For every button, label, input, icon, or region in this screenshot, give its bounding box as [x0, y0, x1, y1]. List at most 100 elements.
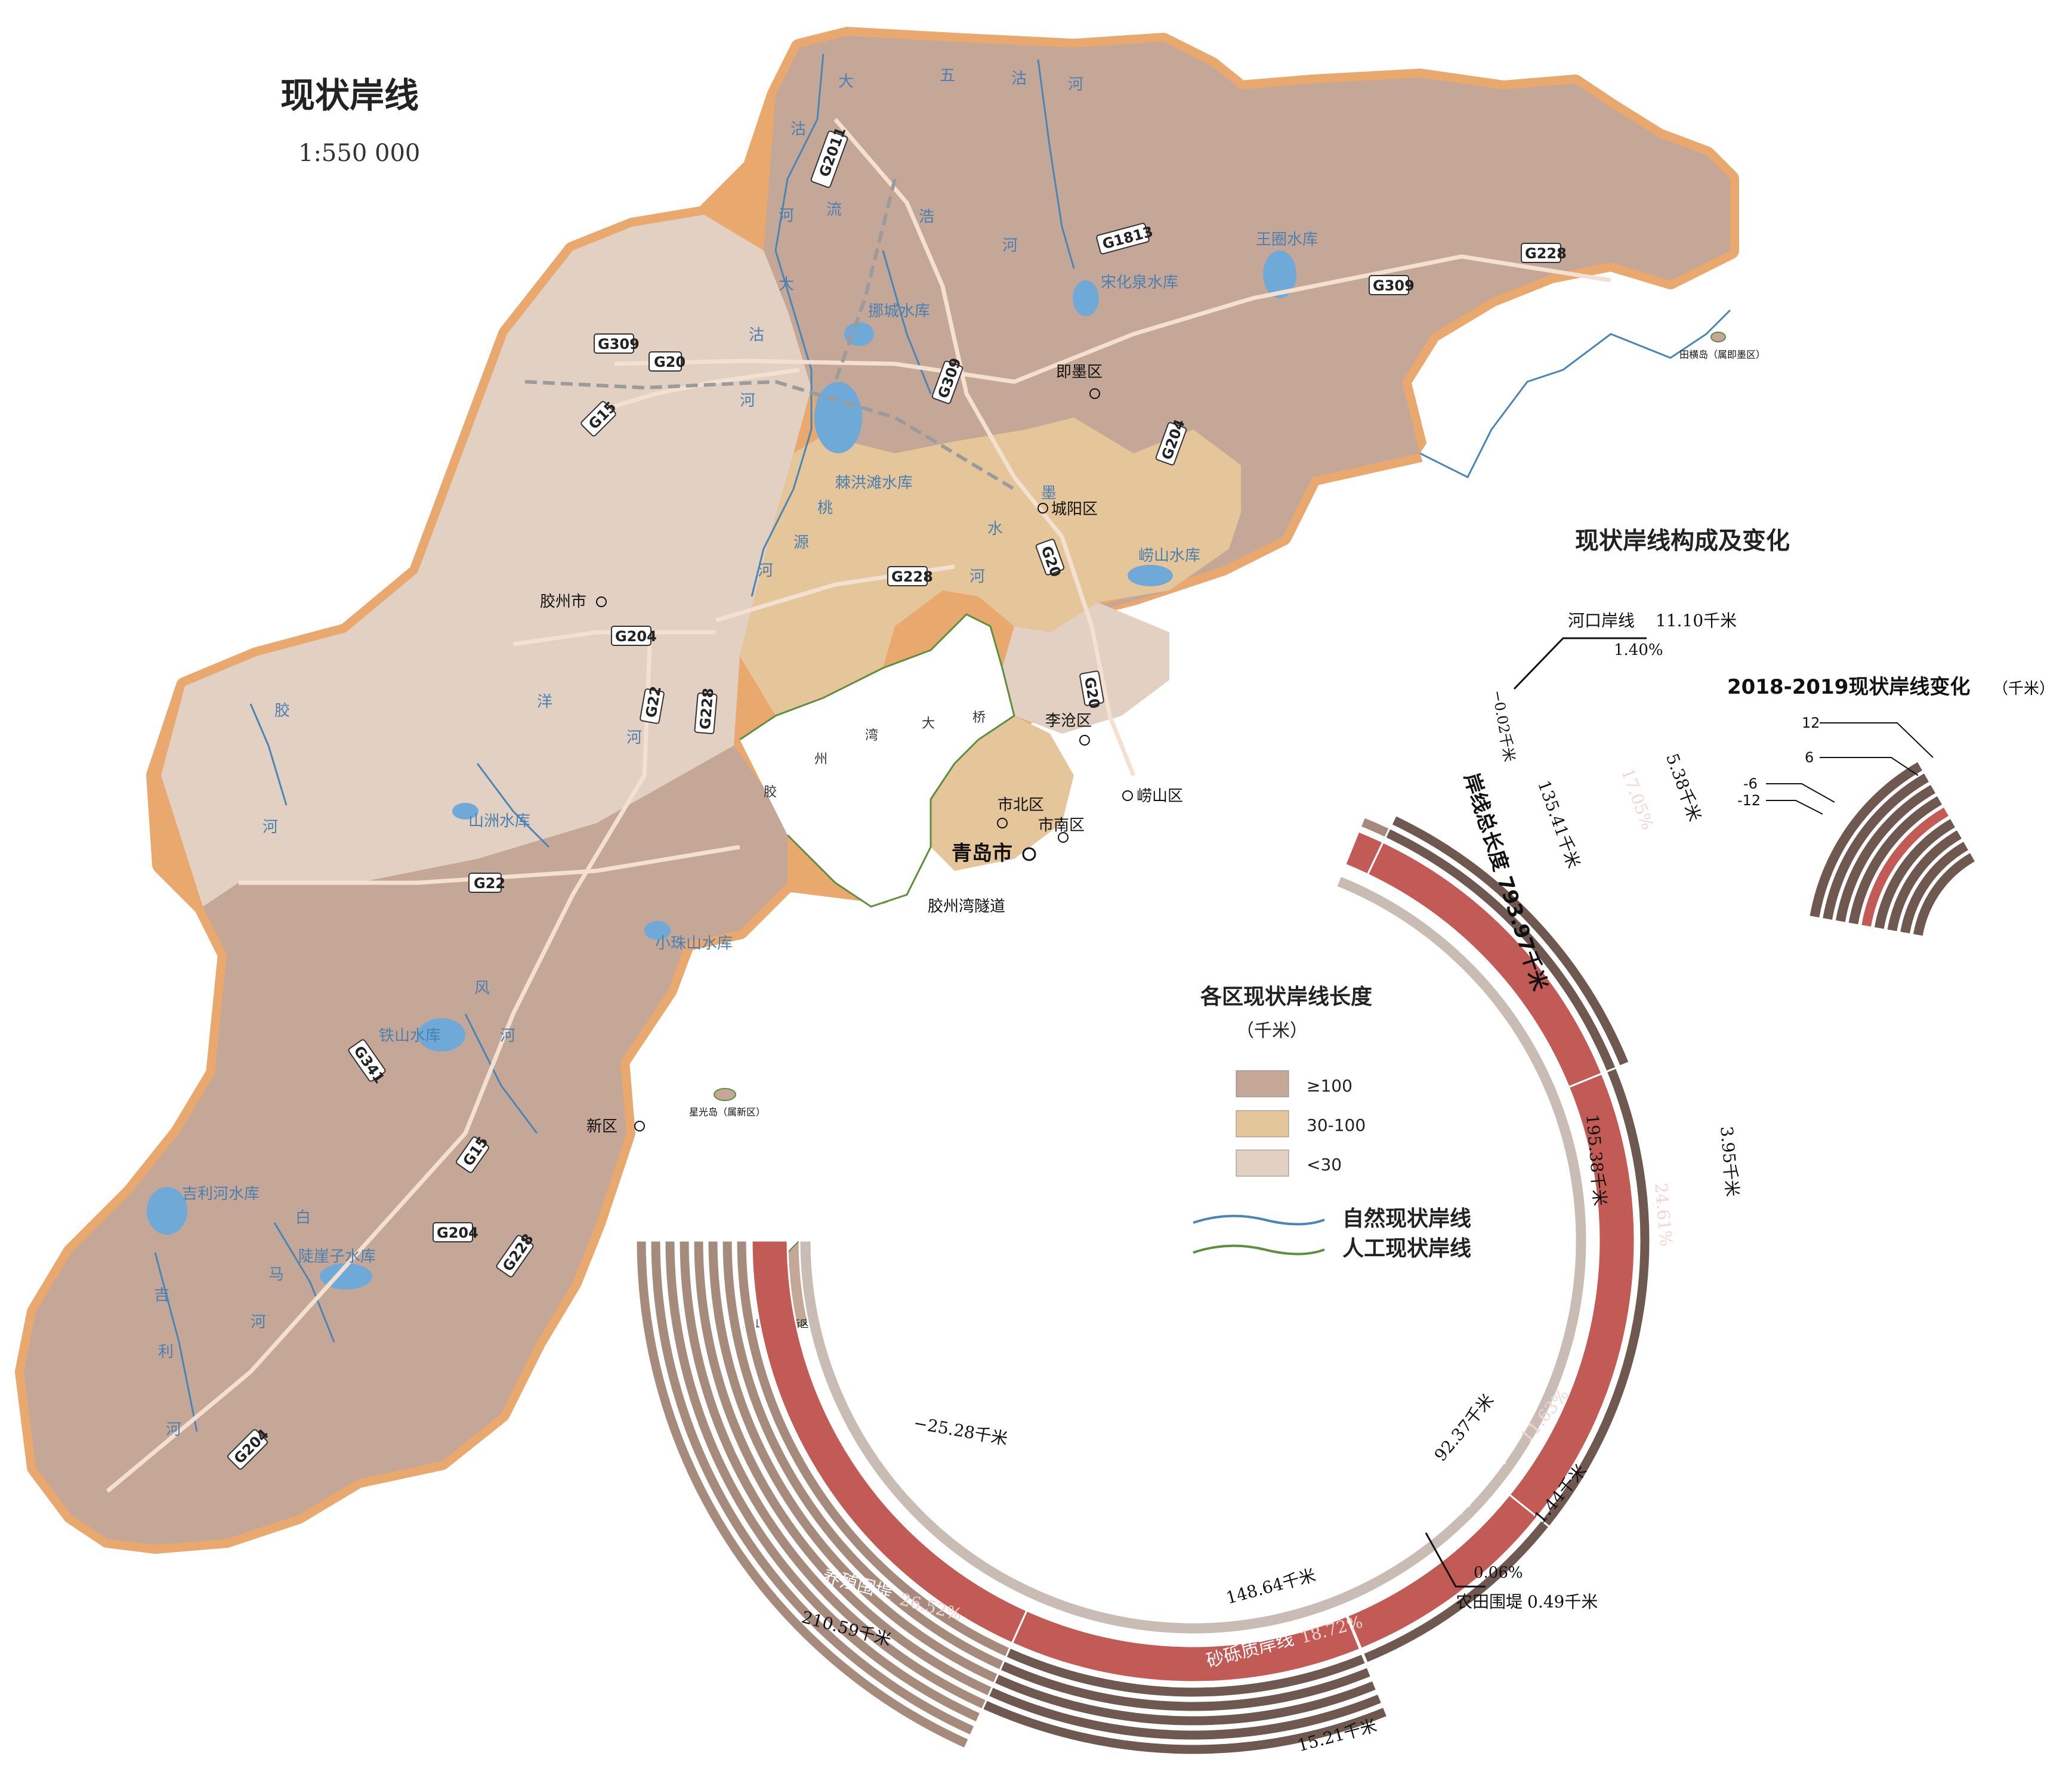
change-ring-yangzhi — [635, 1239, 971, 1750]
change-legend-ring — [1823, 773, 1929, 920]
change-legend-ring — [1913, 853, 1975, 936]
legend: 各区现状岸线长度 （千米） ≥100 30-100 <30 自然现状岸线 人工现… — [1193, 985, 1471, 1261]
reservoir-shapes — [147, 251, 1296, 1290]
label-jiyan-name: 基岩岸线 — [1561, 742, 1602, 812]
svg-text:G22: G22 — [474, 875, 505, 892]
place-tianheng: 田横岛（属即墨区） — [1679, 349, 1765, 360]
river-char: 马 — [268, 1266, 284, 1284]
river-char: 利 — [158, 1343, 174, 1361]
road-shield-g22-north: G22 — [640, 685, 665, 724]
river-labels: 大 沽 河 五 沽 河 流 浩 河 大 沽 河 桃 源 河 墨 水 河 胶 河 … — [154, 67, 1083, 1439]
legend-label-low: <30 — [1307, 1155, 1342, 1174]
reservoir-label: 小珠山水库 — [655, 935, 733, 953]
tick-minus12: -12 — [1737, 792, 1761, 809]
river-char: 河 — [166, 1421, 181, 1439]
label-jiyan-change: 5.38千米 — [1662, 751, 1704, 824]
change-ring-yangzhi — [663, 1239, 982, 1724]
total-ring — [798, 874, 1588, 1635]
place-xingguang: 星光岛（属新区） — [689, 1106, 765, 1118]
river-char: 沽 — [1011, 70, 1027, 88]
place-labels: 即墨区 城阳区 胶州市 李沧区 崂山区 市北区 市南区 青岛市 胶州湾隧道 新区… — [540, 349, 1765, 1330]
river-char: 河 — [500, 1027, 515, 1045]
change-legend-ring — [1887, 830, 1962, 932]
place-shinan: 市南区 — [1038, 817, 1085, 834]
east-sea — [1420, 382, 1492, 489]
road-shield-g228-west: G228 — [694, 687, 718, 734]
reservoir-label: 挪城水库 — [868, 302, 930, 320]
coastline-natural — [1419, 309, 1731, 479]
ring-arcs — [635, 814, 1651, 1756]
place-laoshan: 崂山区 — [1137, 787, 1183, 805]
change-legend-ring — [1861, 808, 1949, 927]
coastline-artificial — [739, 613, 1015, 908]
roads — [106, 118, 1611, 1493]
label-jiyan-value: 135.41千米 — [1534, 778, 1584, 871]
river-char: 风 — [474, 979, 490, 997]
river-char: 五 — [940, 67, 955, 85]
river-char: 白 — [295, 1209, 311, 1227]
place-chengyang: 城阳区 — [1051, 500, 1098, 518]
road-shield-g309-east: G309 — [1369, 275, 1415, 295]
change-ring-yangzhi — [706, 1239, 1000, 1685]
reservoir-label: 宋化泉水库 — [1101, 274, 1178, 292]
road-shield-g204-jiaozhou: G204 — [611, 626, 657, 646]
legend-title: 各区现状岸线长度 — [1200, 985, 1372, 1009]
change-ring-matou — [1361, 1519, 1551, 1665]
reservoir-label: 王圈水库 — [1256, 231, 1318, 249]
rivers — [154, 53, 1075, 1432]
river-char: 河 — [969, 568, 985, 586]
change-legend-ring — [1900, 842, 1968, 933]
reservoir-label: 山洲水库 — [468, 812, 530, 830]
svg-text:G228: G228 — [697, 687, 717, 730]
district-low — [161, 215, 811, 907]
river-char: 大 — [779, 276, 794, 293]
river-char: 源 — [793, 534, 809, 552]
place-tunnel: 胶州湾隧道 — [928, 898, 1005, 916]
road-shield-g20-mid: G20 — [1035, 539, 1065, 579]
ring-chart: 现状岸线构成及变化 河口岸线 11.10千米 1.40% −0.02千米 基岩岸… — [635, 527, 1790, 1756]
svg-text:G204: G204 — [437, 1225, 478, 1241]
label-jianshe-pct: 24.61% — [1651, 1182, 1676, 1247]
road-shield-g20-north: G20 — [649, 351, 685, 372]
legend-swatch-mid — [1236, 1110, 1289, 1137]
label-shali-value: 148.64千米 — [1224, 1565, 1317, 1608]
reservoir-label: 吉利河水库 — [182, 1185, 260, 1203]
change-ring-yangzhi — [721, 1239, 1006, 1672]
river-char: 沽 — [790, 120, 806, 138]
district-mid — [740, 418, 1241, 871]
label-hekou-value: 11.10千米 — [1656, 611, 1737, 630]
legend-swatch-high — [1236, 1070, 1289, 1097]
place-licang: 李沧区 — [1045, 712, 1092, 730]
river-char: 河 — [626, 729, 642, 747]
change-legend-ring — [1874, 819, 1955, 929]
tick-6: 6 — [1805, 749, 1814, 766]
label-yangzhi-change: −25.28千米 — [912, 1413, 1009, 1449]
change-legend-ring — [1835, 784, 1935, 922]
river-char: 浩 — [919, 208, 934, 226]
river-char: 流 — [826, 201, 842, 219]
river-char: 河 — [251, 1313, 266, 1331]
label-nongtian-name: 农田围堤 — [1456, 1592, 1523, 1612]
svg-text:G309: G309 — [1373, 277, 1415, 294]
river-char: 桃 — [817, 499, 833, 517]
place-xinqu: 新区 — [586, 1118, 617, 1136]
legend-label-high: ≥100 — [1307, 1076, 1352, 1096]
label-jianshe-change: 3.95千米 — [1716, 1126, 1742, 1198]
bridge-char: 桥 — [972, 710, 986, 725]
label-jianshe-name: 建设围堤 — [1650, 1090, 1677, 1163]
map-title: 现状岸线 — [280, 75, 419, 116]
road-shields: G2011 G1813 G228 G309 G309 G20 G309 G15 … — [227, 125, 1567, 1470]
map-scale: 1:550 000 — [298, 140, 420, 167]
road-shield-g309-west: G309 — [594, 333, 640, 354]
change-ring-yangzhi — [692, 1239, 994, 1698]
label-nongtian-value: 0.49千米 — [1527, 1592, 1598, 1612]
svg-text:G204: G204 — [615, 628, 657, 645]
bridge-char: 大 — [922, 716, 935, 731]
river-char: 大 — [838, 73, 854, 91]
district-high — [24, 36, 1730, 1545]
label-hekou-name: 河口岸线 — [1568, 611, 1635, 630]
change-arcs — [1809, 762, 1975, 936]
district-licang — [1002, 602, 1169, 734]
svg-text:G228: G228 — [891, 568, 933, 585]
road-shield-g228-north: G228 — [1521, 243, 1567, 263]
